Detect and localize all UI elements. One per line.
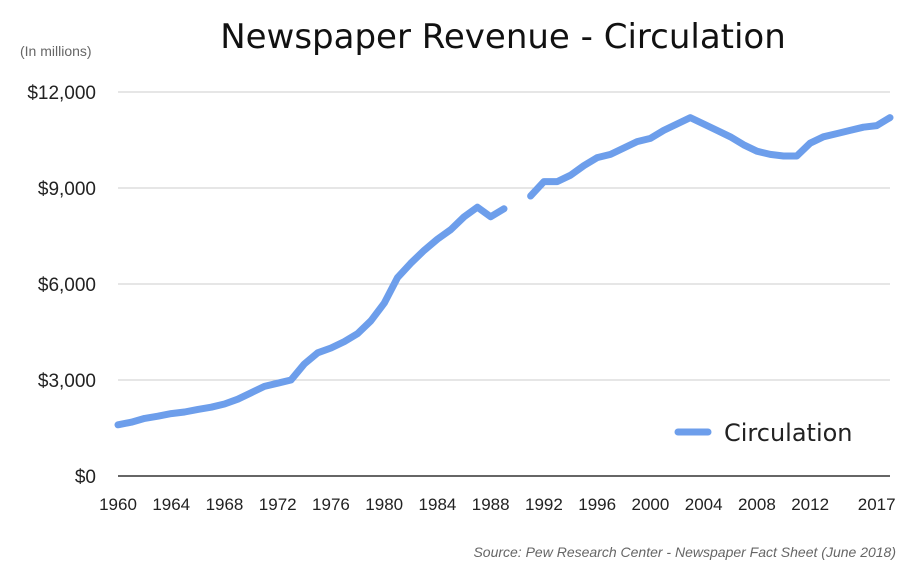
- x-tick-label: 1992: [525, 495, 563, 514]
- y-tick-label: $12,000: [27, 83, 96, 104]
- legend: Circulation: [674, 419, 853, 447]
- legend-label: Circulation: [724, 419, 853, 447]
- y-tick-label: $0: [75, 467, 96, 488]
- x-tick-label: 2000: [631, 495, 669, 514]
- series-line-segment: [114, 203, 508, 429]
- x-tick-label: 1988: [472, 495, 510, 514]
- y-tick-label: $3,000: [38, 371, 96, 392]
- x-tick-label: 2004: [685, 495, 723, 514]
- source-note: Source: Pew Research Center - Newspaper …: [473, 544, 896, 560]
- x-tick-label: 2017: [858, 495, 896, 514]
- y-tick-label: $6,000: [38, 275, 96, 296]
- x-tick-label: 2008: [738, 495, 776, 514]
- chart-title: Newspaper Revenue - Circulation: [220, 17, 786, 57]
- y-tick-label: $9,000: [38, 179, 96, 200]
- x-tick-label: 1972: [259, 495, 297, 514]
- x-tick-label: 1964: [152, 495, 190, 514]
- x-tick-label: 1984: [419, 495, 457, 514]
- series-lines: [114, 114, 894, 429]
- x-axis-ticks: 1960 1964 1968 1972 1976 1980 1984 1988 1992 1996…: [99, 495, 896, 514]
- x-tick-label: 2012: [791, 495, 829, 514]
- unit-note: (In millions): [20, 43, 92, 59]
- series-line-segment: [527, 114, 894, 200]
- x-tick-label: 1976: [312, 495, 350, 514]
- x-tick-label: 1980: [365, 495, 403, 514]
- x-tick-label: 1960: [99, 495, 137, 514]
- y-axis-ticks: $0 $3,000 $6,000 $9,000 $12,000: [27, 83, 96, 488]
- x-tick-label: 1968: [206, 495, 244, 514]
- grid-layer: [118, 91, 890, 477]
- x-tick-label: 1996: [578, 495, 616, 514]
